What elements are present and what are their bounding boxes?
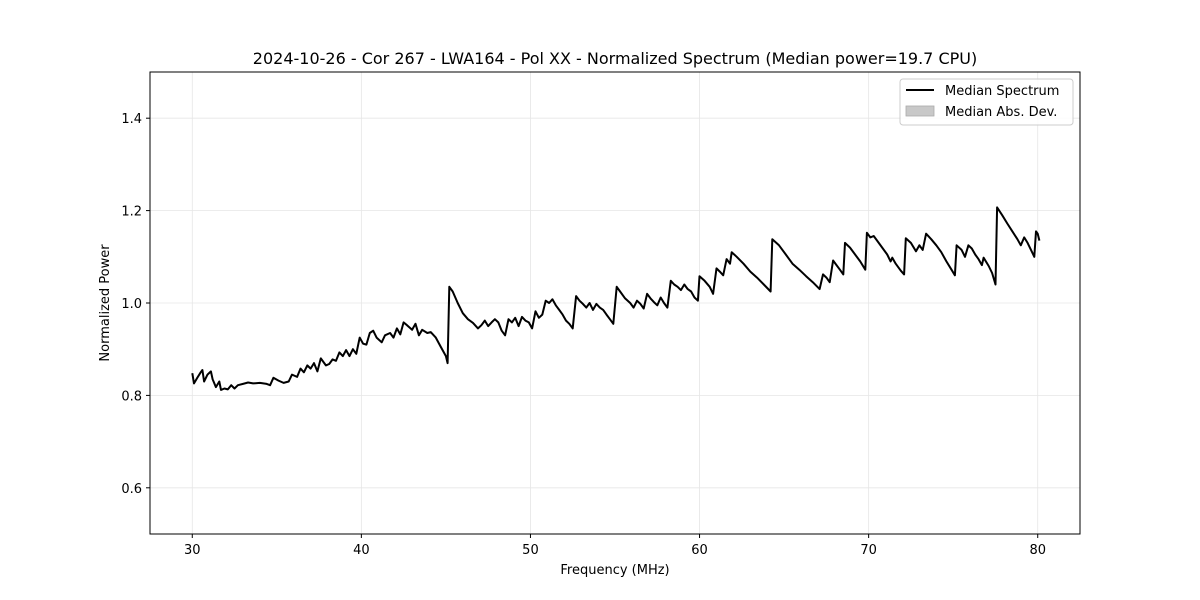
y-tick-label: 0.8 [121,389,142,404]
chart-title: 2024-10-26 - Cor 267 - LWA164 - Pol XX -… [253,49,977,68]
y-tick-label: 1.4 [121,112,142,127]
legend-median-abs-dev-label: Median Abs. Dev. [945,105,1057,120]
y-tick-label: 1.2 [121,205,142,220]
x-tick-label: 70 [860,543,877,558]
y-tick-label: 1.0 [121,297,142,312]
legend-box [899,78,1074,126]
legend-median-spectrum-label: Median Spectrum [945,84,1059,99]
series-layer [191,206,1041,391]
legend: Median Spectrum Median Abs. Dev. [899,78,1074,126]
y-axis: 0.6 0.8 1.0 1.2 1.4 [121,112,150,497]
x-axis: 30 40 50 60 70 80 [184,534,1046,558]
x-tick-label: 50 [522,543,539,558]
x-tick-label: 60 [691,543,708,558]
x-axis-label: Frequency (MHz) [560,563,669,578]
x-tick-label: 80 [1029,543,1046,558]
y-tick-label: 0.6 [121,482,142,497]
legend-median-abs-dev-swatch [905,105,935,117]
y-axis-label: Normalized Power [98,244,113,362]
series-line-median-spectrum [191,206,1041,391]
x-tick-label: 40 [353,543,370,558]
x-tick-label: 30 [184,543,201,558]
